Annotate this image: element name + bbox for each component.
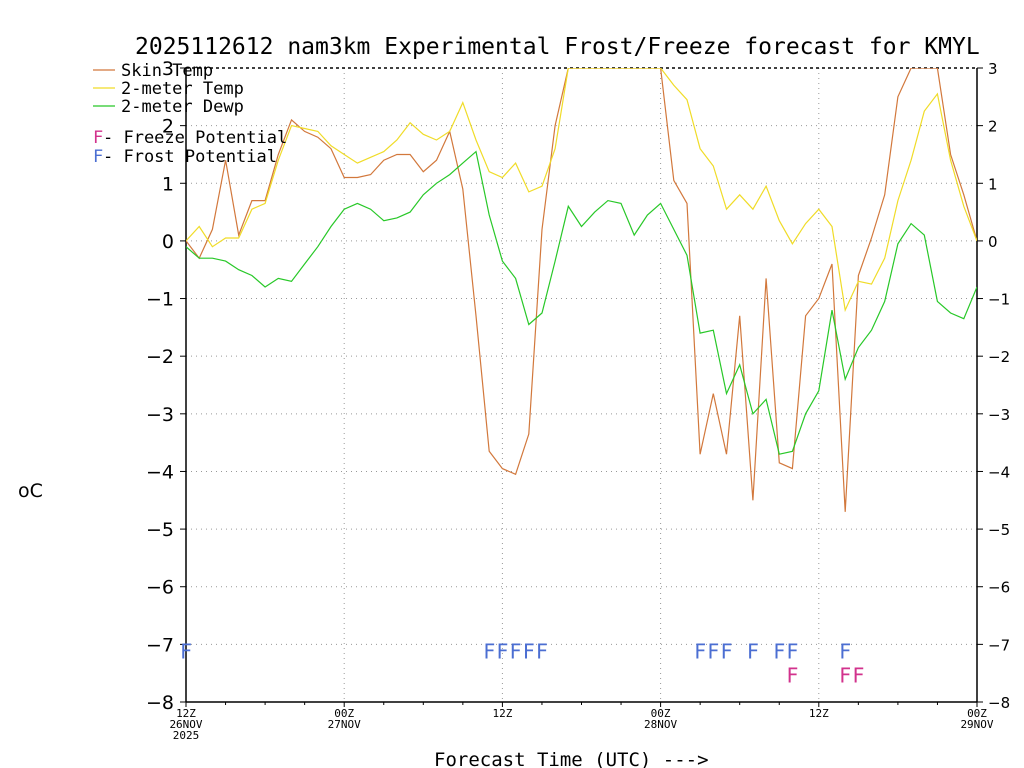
freeze-flag: F — [839, 663, 851, 687]
y-tick-label-left: 0 — [162, 231, 174, 253]
x-tick-label: 00Z — [651, 707, 671, 720]
y-tick-label-right: −4 — [988, 463, 1010, 481]
x-tick-label: 12Z — [809, 707, 829, 720]
frost-flag: F — [707, 639, 719, 663]
legend-entry: 2-meter Temp — [121, 79, 244, 99]
y-tick-label-left: 3 — [162, 58, 174, 80]
y-tick-label-left: −3 — [146, 404, 174, 426]
x-tick-label: 28NOV — [644, 718, 677, 731]
x-tick-label: 2025 — [173, 729, 200, 742]
x-tick-label: 00Z — [334, 707, 354, 720]
y-tick-label-left: −2 — [146, 346, 174, 368]
y-tick-label-left: −4 — [146, 461, 174, 483]
flag-legend-letter: F — [93, 128, 103, 148]
y-axis-label: oC — [18, 480, 43, 502]
y-tick-label-right: 2 — [988, 118, 998, 136]
legend-entry: Skin Temp — [121, 61, 213, 81]
series-skin-temp — [186, 68, 977, 512]
y-tick-label-left: −5 — [146, 519, 174, 541]
y-tick-label-left: −1 — [146, 289, 174, 311]
frost-flag: F — [839, 639, 851, 663]
freeze-flag: F — [786, 663, 798, 687]
y-tick-label-left: −6 — [146, 577, 174, 599]
frost-flag: F — [483, 639, 495, 663]
x-tick-label: 12Z — [176, 707, 196, 720]
y-tick-label-right: 0 — [988, 233, 998, 251]
frost-flag: F — [786, 639, 798, 663]
y-tick-label-left: −8 — [146, 692, 174, 714]
y-tick-label-right: −6 — [988, 579, 1010, 597]
frost-flag: F — [523, 639, 535, 663]
y-tick-label-right: −5 — [988, 521, 1010, 539]
frost-flag: F — [536, 639, 548, 663]
y-tick-label-left: −7 — [146, 634, 174, 656]
y-tick-label-right: 1 — [988, 175, 998, 193]
frost-flag: F — [747, 639, 759, 663]
flag-legend-letter: F — [93, 147, 103, 167]
y-tick-label-right: −1 — [988, 291, 1010, 309]
x-tick-label: 12Z — [492, 707, 512, 720]
y-tick-label-right: 3 — [988, 60, 998, 78]
frost-flag: F — [694, 639, 706, 663]
chart-title: 2025112612 nam3km Experimental Frost/Fre… — [135, 34, 980, 60]
x-tick-label: 27NOV — [328, 718, 361, 731]
y-tick-label-right: −7 — [988, 636, 1010, 654]
freeze-flag: F — [852, 663, 864, 687]
x-axis-label: Forecast Time (UTC) ---> — [434, 749, 709, 768]
legend-entry: 2-meter Dewp — [121, 97, 244, 117]
flag-legend-text: - Frost Potential — [103, 147, 277, 167]
series-2-meter-temp — [186, 68, 977, 313]
y-tick-label-right: −8 — [988, 694, 1010, 712]
flag-legend-text: - Freeze Potential — [103, 128, 287, 148]
x-tick-label: 00Z — [967, 707, 987, 720]
y-tick-label-right: −3 — [988, 406, 1010, 424]
series-2-meter-dewp — [186, 150, 977, 455]
y-tick-label-right: −2 — [988, 348, 1010, 366]
y-tick-label-left: 2 — [162, 116, 174, 138]
frost-flag: F — [496, 639, 508, 663]
y-tick-label-left: 1 — [162, 173, 174, 195]
x-tick-label: 26NOV — [169, 718, 202, 731]
frost-flag: F — [510, 639, 522, 663]
frost-flag: F — [773, 639, 785, 663]
frost-flag: F — [180, 639, 192, 663]
frost-flag: F — [720, 639, 732, 663]
x-tick-label: 29NOV — [960, 718, 993, 731]
